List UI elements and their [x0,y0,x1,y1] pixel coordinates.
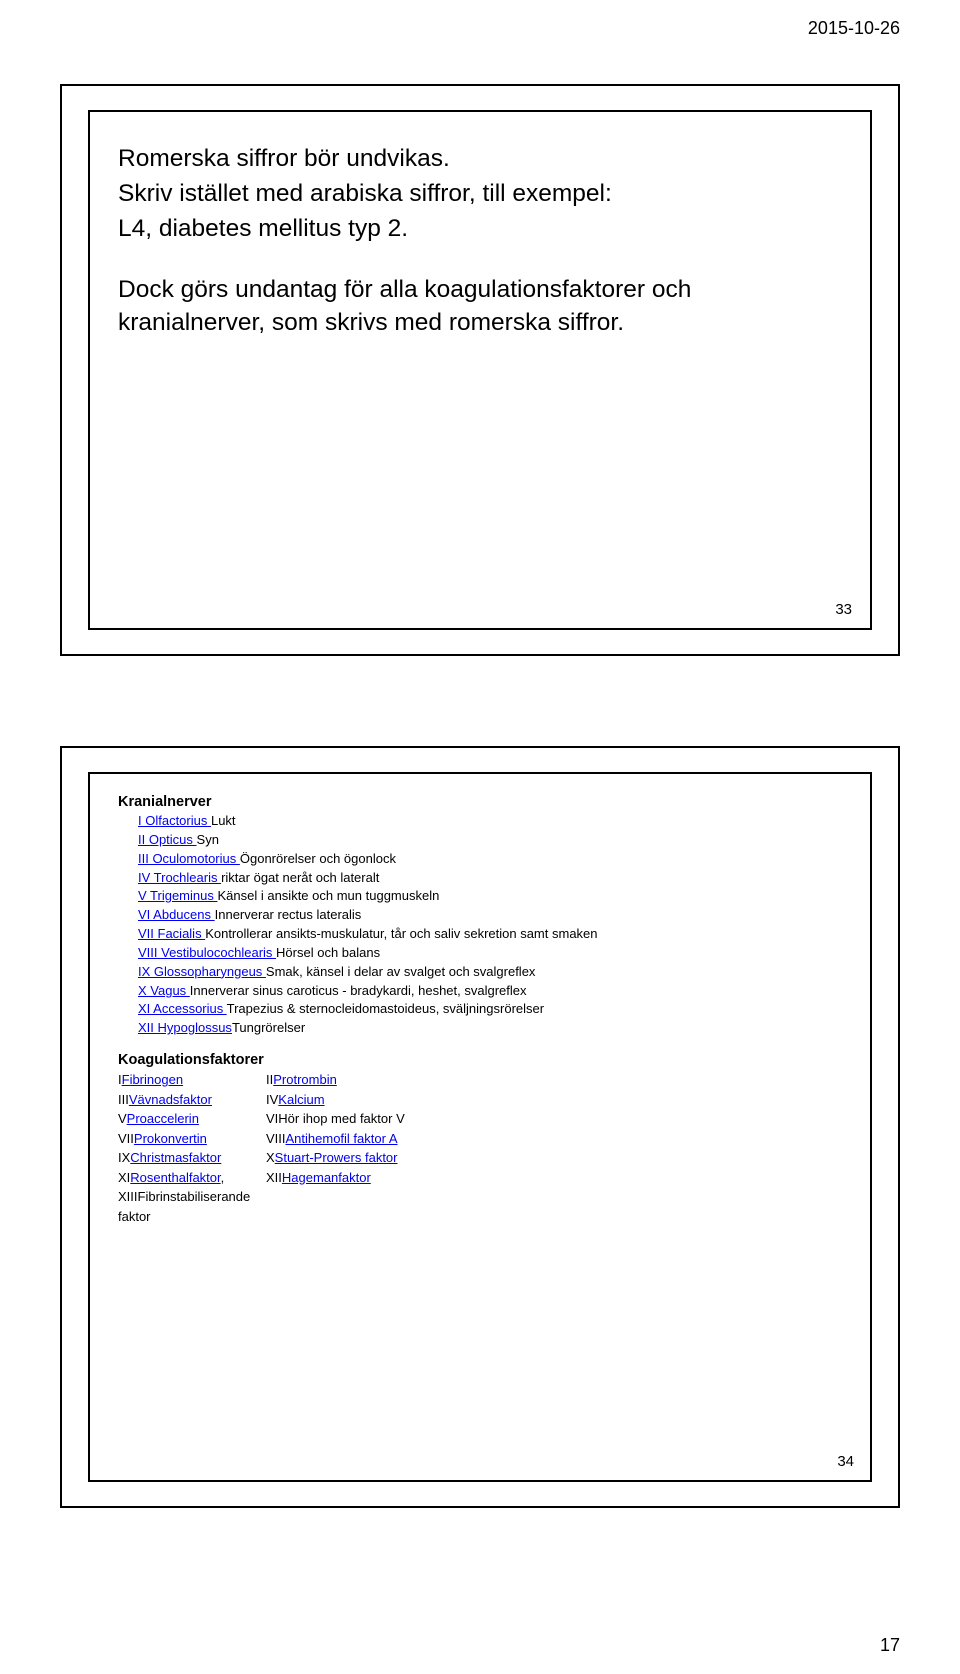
coag-col-left: IXChristmasfaktor [118,1148,266,1168]
cranial-row: VI Abducens Innerverar rectus lateralis [138,906,842,925]
coag-heading: Koagulationsfaktorer [118,1052,842,1068]
cranial-row: X Vagus Innerverar sinus caroticus - bra… [138,982,842,1001]
coag-link[interactable]: Vävnadsfaktor [129,1092,212,1107]
cranial-row: VII Facialis Kontrollerar ansikts-muskul… [138,925,842,944]
coag-link[interactable]: Kalcium [278,1092,324,1107]
coag-prefix: IX [118,1150,130,1165]
cranial-row: V Trigeminus Känsel i ansikte och mun tu… [138,887,842,906]
coag-prefix: XI [118,1170,130,1185]
cranial-row: VIII Vestibulocochlearis Hörsel och bala… [138,944,842,963]
coag-link[interactable]: Protrombin [273,1072,337,1087]
coag-col-left: XIRosenthalfaktor, [118,1168,266,1188]
coag-col-left: XIIIFibrinstabiliserande faktor [118,1187,266,1226]
cranial-desc: Hörsel och balans [276,945,380,960]
slide2-number: 34 [837,1453,854,1470]
coag-prefix: VII [118,1131,134,1146]
coag-link[interactable]: Stuart-Prowers faktor [275,1150,398,1165]
cranial-desc: Innerverar sinus caroticus - bradykardi,… [190,983,527,998]
cranial-row: III Oculomotorius Ögonrörelser och ögonl… [138,850,842,869]
cranial-heading: Kranialnerver [118,794,842,810]
cranial-row: IX Glossopharyngeus Smak, känsel i delar… [138,963,842,982]
coag-row: XIIIFibrinstabiliserande faktor [118,1187,842,1226]
coag-link[interactable]: Antihemofil faktor A [286,1131,398,1146]
cranial-desc: Innerverar rectus lateralis [215,907,362,922]
coag-prefix: XIII [118,1189,138,1204]
coag-col-right: VIIIAntihemofil faktor A [266,1129,398,1149]
cranial-desc: Känsel i ansikte och mun tuggmuskeln [217,888,439,903]
cranial-link[interactable]: XI Accessorius [138,1001,227,1016]
coag-prefix: III [118,1092,129,1107]
coag-row: XIRosenthalfaktor,XIIHagemanfaktor [118,1168,842,1188]
cranial-link[interactable]: II Opticus [138,832,197,847]
coag-col-left: IIIVävnadsfaktor [118,1090,266,1110]
slide1-p2: Skriv istället med arabiska siffror, til… [118,177,842,210]
coag-col-right: IIProtrombin [266,1070,337,1090]
cranial-link[interactable]: VII Facialis [138,926,205,941]
coag-prefix: VIII [266,1131,286,1146]
cranial-desc: Lukt [211,813,236,828]
coag-link[interactable]: Rosenthalfaktor [130,1170,220,1185]
slide1-p3: L4, diabetes mellitus typ 2. [118,212,842,245]
coag-prefix: IV [266,1092,278,1107]
coag-prefix: V [118,1111,127,1126]
cranial-row: II Opticus Syn [138,831,842,850]
cranial-link[interactable]: IV Trochlearis [138,870,221,885]
cranial-link[interactable]: III Oculomotorius [138,851,240,866]
cranial-link[interactable]: XII Hypoglossus [138,1020,232,1035]
slide1-p1: Romerska siffror bör undvikas. [118,142,842,175]
cranial-row: IV Trochlearis riktar ögat neråt och lat… [138,869,842,888]
slide-1-inner: Romerska siffror bör undvikas. Skriv ist… [88,110,872,630]
coag-row: IIIVävnadsfaktorIVKalcium [118,1090,842,1110]
cranial-desc: Kontrollerar ansikts-muskulatur, tår och… [205,926,597,941]
coag-link[interactable]: Fibrinogen [122,1072,183,1087]
cranial-row: I Olfactorius Lukt [138,812,842,831]
cranial-link[interactable]: IX Glossopharyngeus [138,964,266,979]
coag-col-right: IVKalcium [266,1090,325,1110]
cranial-desc: Tungrörelser [232,1020,305,1035]
cranial-link[interactable]: I Olfactorius [138,813,211,828]
slide-2: Kranialnerver I Olfactorius LuktII Optic… [60,746,900,1508]
cranial-link[interactable]: X Vagus [138,983,190,998]
coag-row: IXChristmasfaktorXStuart-Prowers faktor [118,1148,842,1168]
cranial-row: XII HypoglossusTungrörelser [138,1019,842,1038]
slide-1: Romerska siffror bör undvikas. Skriv ist… [60,84,900,656]
coag-link[interactable]: Hagemanfaktor [282,1170,371,1185]
cranial-link[interactable]: VIII Vestibulocochlearis [138,945,276,960]
slide-2-inner: Kranialnerver I Olfactorius LuktII Optic… [88,772,872,1482]
coag-col-left: IFibrinogen [118,1070,266,1090]
coag-prefix: VI [266,1111,278,1126]
cranial-row: XI Accessorius Trapezius & sternocleidom… [138,1000,842,1019]
cranial-link[interactable]: V Trigeminus [138,888,217,903]
coag-prefix: X [266,1150,275,1165]
cranial-desc: Trapezius & sternocleidomastoideus, sväl… [227,1001,544,1016]
cranial-desc: Syn [197,832,219,847]
coag-text: Fibrinstabiliserande faktor [118,1189,250,1224]
coag-link[interactable]: Prokonvertin [134,1131,207,1146]
coag-list: IFibrinogenIIProtrombinIIIVävnadsfaktorI… [118,1070,842,1226]
coag-row: VProaccelerinVIHör ihop med faktor V [118,1109,842,1129]
page-number: 17 [880,1635,900,1656]
slide1-p4: Dock görs undantag för alla koagulations… [118,273,842,339]
cranial-desc: riktar ögat neråt och lateralt [221,870,379,885]
coag-row: IFibrinogenIIProtrombin [118,1070,842,1090]
coag-col-right: XIIHagemanfaktor [266,1168,371,1188]
cranial-link[interactable]: VI Abducens [138,907,215,922]
header-date: 2015-10-26 [808,18,900,39]
coag-prefix: XII [266,1170,282,1185]
cranial-list: I Olfactorius LuktII Opticus SynIII Ocul… [138,812,842,1038]
cranial-desc: Smak, känsel i delar av svalget och sval… [266,964,536,979]
coag-link[interactable]: Proaccelerin [127,1111,199,1126]
slide1-number: 33 [835,601,852,618]
coag-col-right: XStuart-Prowers faktor [266,1148,398,1168]
page: 2015-10-26 Romerska siffror bör undvikas… [0,0,960,1674]
coag-col-right: VIHör ihop med faktor V [266,1109,405,1129]
coag-suffix: , [221,1170,225,1185]
cranial-desc: Ögonrörelser och ögonlock [240,851,396,866]
coag-col-left: VIIProkonvertin [118,1129,266,1149]
coag-text: Hör ihop med faktor V [278,1111,404,1126]
coag-link[interactable]: Christmasfaktor [130,1150,221,1165]
coag-col-left: VProaccelerin [118,1109,266,1129]
coag-row: VIIProkonvertinVIIIAntihemofil faktor A [118,1129,842,1149]
